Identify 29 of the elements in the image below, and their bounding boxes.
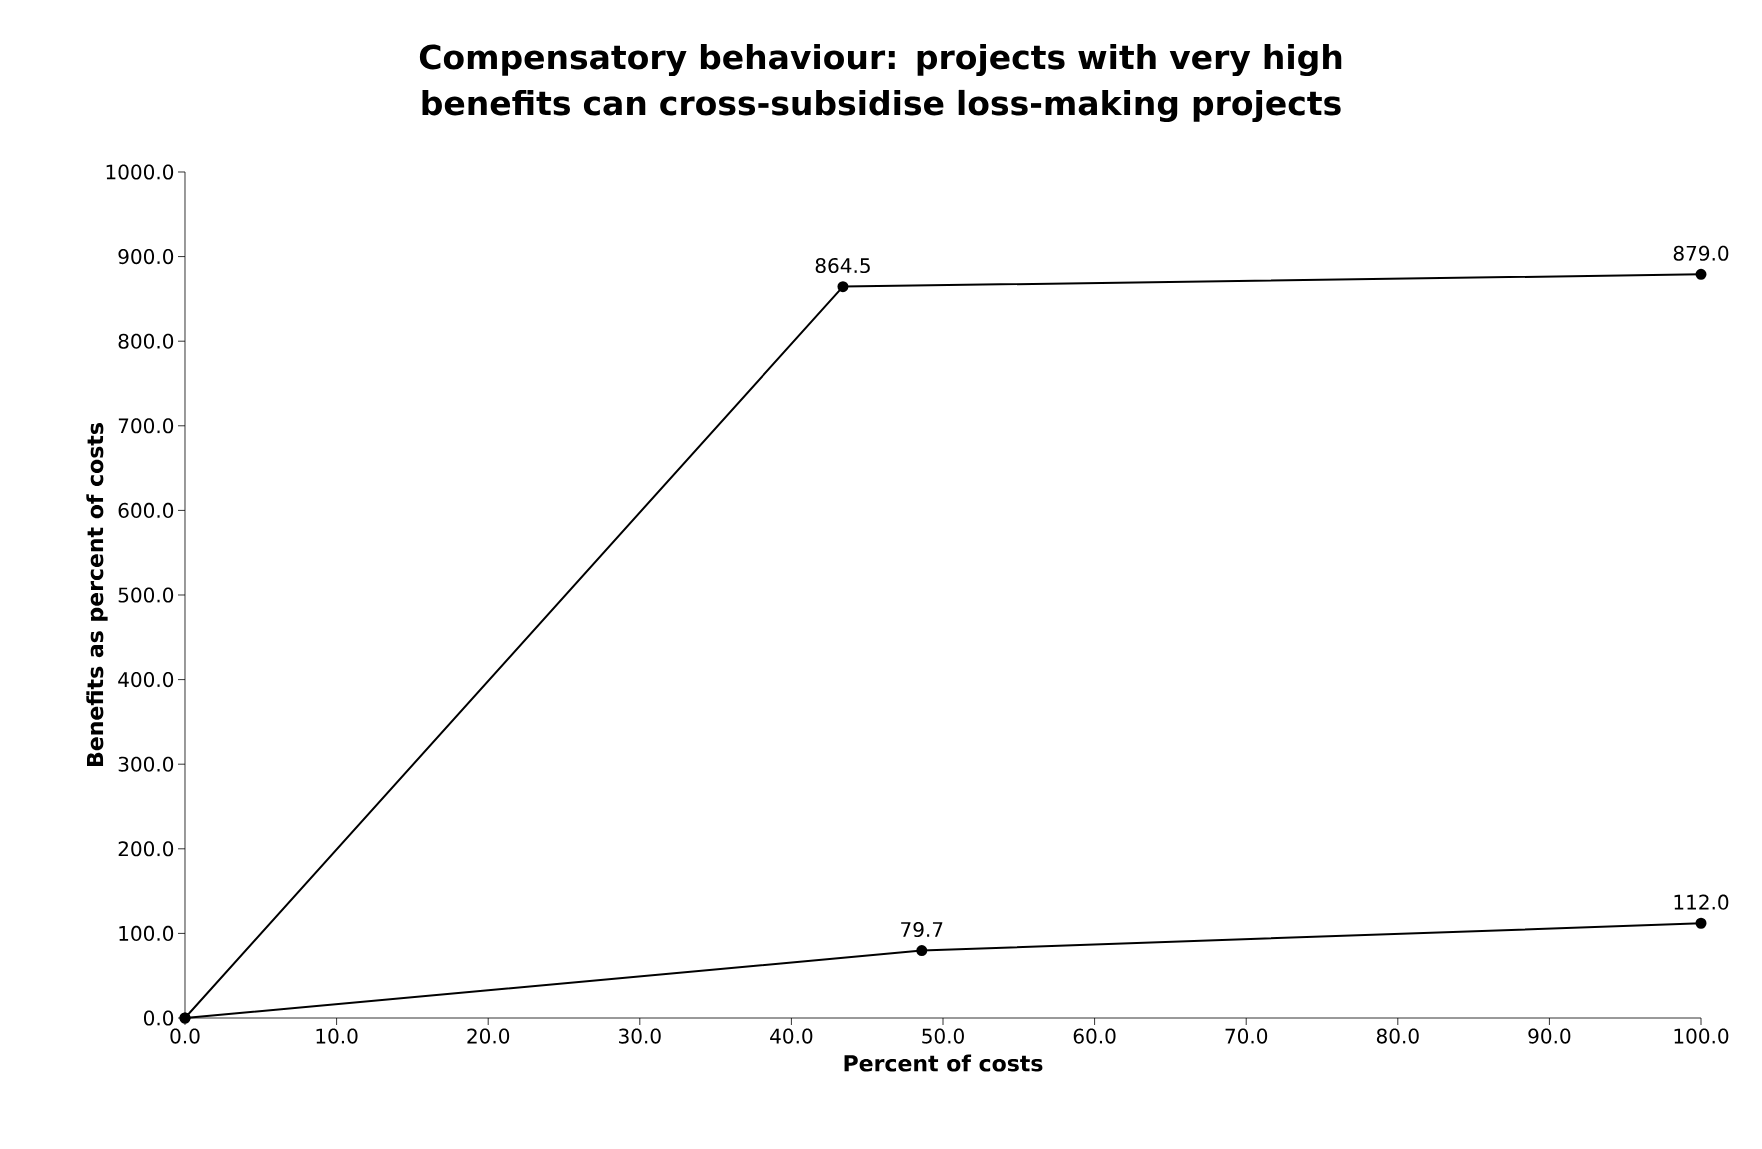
x-tick-label: 10.0 — [316, 1028, 358, 1044]
x-axis-title: Percent of costs — [844, 1054, 1043, 1072]
y-tick-label: 500.0 — [118, 587, 174, 603]
y-tick-label: 700.0 — [118, 418, 174, 434]
data-label: 864.5 — [815, 257, 870, 274]
x-tick-label: 70.0 — [1225, 1028, 1268, 1044]
data-label: 112.0 — [1674, 894, 1729, 910]
x-tick-label: 90.0 — [1528, 1028, 1571, 1044]
y-tick-label: 900.0 — [118, 249, 174, 265]
chart-title: Compensatory behaviour: projects with very high benefits can cross-subsidise loss-making projects — [419, 43, 1342, 123]
y-tick-label: 800.0 — [118, 333, 174, 349]
x-tick-label: 60.0 — [1073, 1028, 1116, 1044]
y-tick-label: 100.0 — [119, 925, 174, 941]
y-axis-title: Benefits as percent of costs — [86, 423, 108, 766]
x-tick-label: 50.0 — [922, 1028, 964, 1044]
x-tick-label: 100.0 — [1674, 1028, 1729, 1044]
y-tick-label: 200.0 — [118, 841, 174, 857]
y-tick-label: 300.0 — [118, 756, 174, 772]
x-tick-label: 40.0 — [770, 1028, 813, 1044]
x-tick-label: 80.0 — [1376, 1028, 1419, 1044]
x-tick-label: 30.0 — [619, 1028, 661, 1044]
data-label: 79.7 — [901, 921, 943, 938]
x-tick-label: 20.0 — [467, 1028, 510, 1044]
y-tick-label: 400.0 — [118, 672, 174, 688]
data-label: 879.0 — [1673, 245, 1729, 261]
x-tick-label: 0.0 — [170, 1028, 200, 1044]
y-tick-label: 0.0 — [143, 1010, 174, 1026]
y-tick-label: 1000.0 — [106, 164, 174, 180]
y-tick-label: 600.0 — [118, 502, 174, 518]
